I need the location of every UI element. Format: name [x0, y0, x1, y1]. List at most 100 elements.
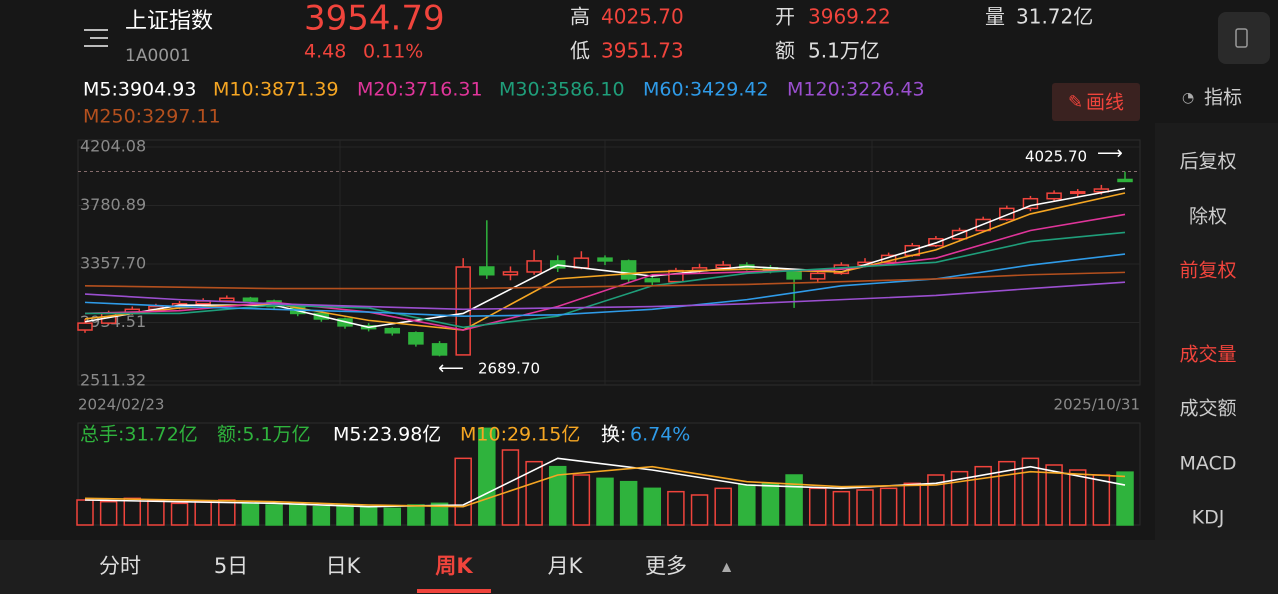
menu-icon[interactable]	[84, 29, 108, 47]
volume-bar	[643, 487, 662, 526]
volume-bar	[430, 502, 449, 526]
candle-body	[573, 257, 590, 269]
index-code: 1A0001	[125, 46, 191, 66]
tab[interactable]: 日K	[326, 554, 362, 578]
ma-legend: M250:3297.11	[83, 106, 221, 128]
volume-bar	[548, 465, 567, 526]
volume-bar	[454, 457, 472, 526]
candle-body	[384, 327, 401, 334]
candle-body	[502, 271, 519, 276]
candle-body	[620, 260, 637, 280]
candle-body	[668, 269, 684, 283]
volume-bar	[99, 500, 118, 526]
side-menu-item[interactable]: KDJ	[1192, 507, 1225, 529]
candle-body	[408, 332, 424, 345]
amount-label: 额	[775, 39, 795, 63]
volume-bar	[407, 504, 425, 526]
candle-body	[1069, 191, 1086, 195]
volume-bar	[501, 449, 520, 526]
draw-button[interactable]: ✎ 画线	[1052, 83, 1140, 121]
candle-body	[1117, 178, 1133, 183]
volume-bar	[856, 489, 874, 526]
indicator-title[interactable]: 指标	[1204, 87, 1242, 109]
price: 3954.79	[304, 0, 445, 39]
tab[interactable]: 周K	[435, 554, 473, 578]
volume-bar	[903, 482, 922, 526]
amount: 5.1万亿	[808, 39, 880, 63]
volume-bar	[312, 505, 331, 526]
volume-ma-legend: M10:29.15亿	[460, 424, 580, 446]
side-menu-item[interactable]: 成交量	[1179, 344, 1236, 366]
volume-bar	[879, 487, 898, 526]
candle-body	[1046, 192, 1062, 200]
volume-bar	[998, 460, 1016, 526]
side-menu-item[interactable]: 成交额	[1179, 398, 1236, 420]
volume-bar	[572, 474, 591, 526]
volume-bar	[383, 507, 402, 526]
side-menu-item[interactable]: 后复权	[1179, 151, 1236, 173]
volume-bar	[785, 474, 803, 526]
volume-legend: 总手:31.72亿	[80, 424, 198, 446]
volume-bar	[690, 494, 709, 526]
turnover-label: 换:	[601, 424, 626, 446]
volume-bar	[619, 480, 638, 526]
volume-bar	[1092, 474, 1111, 526]
volume-bar	[336, 504, 354, 526]
open: 3969.22	[808, 5, 891, 29]
volume: 31.72亿	[1016, 5, 1093, 29]
open-label: 开	[775, 5, 795, 29]
volume-bar	[288, 504, 307, 526]
volume-bar	[194, 500, 212, 526]
volume-legend: 额:5.1万亿	[217, 424, 311, 446]
volume-bar	[738, 484, 756, 526]
tab[interactable]: 5日	[214, 554, 248, 578]
volume-bar	[241, 502, 260, 526]
candle-body	[77, 322, 93, 331]
candle-body	[1093, 188, 1110, 193]
volume-bar	[1068, 469, 1087, 526]
low-label: 低	[570, 39, 590, 63]
volume-bar	[714, 487, 732, 526]
candle-body	[597, 257, 613, 262]
low-arrow: ⟵	[438, 358, 464, 379]
high: 4025.70	[601, 5, 684, 29]
ma-legend: M60:3429.42	[643, 79, 769, 101]
more-arrow: ▲	[722, 560, 732, 574]
y-tick-label: 3780.89	[80, 195, 146, 214]
y-tick-label: 3357.70	[80, 254, 146, 273]
side-menu-item[interactable]: MACD	[1180, 453, 1237, 475]
volume-bar	[218, 499, 236, 526]
volume-bar	[808, 487, 827, 526]
device-button[interactable]	[1218, 12, 1270, 64]
candle-body	[715, 264, 731, 269]
active-tab-underline	[417, 589, 491, 593]
side-panel	[1155, 123, 1278, 543]
tab-bar	[0, 540, 1278, 594]
volume-bar	[359, 505, 378, 526]
side-menu-item[interactable]: 除权	[1189, 206, 1227, 228]
turnover: 6.74%	[630, 424, 690, 446]
tab[interactable]: 更多	[645, 554, 687, 578]
candle-body	[219, 297, 235, 302]
y-tick-label: 4204.08	[80, 137, 146, 156]
volume-bar	[950, 470, 969, 526]
change: 4.48	[304, 41, 346, 63]
volume-bar	[927, 474, 945, 526]
volume-bar	[525, 460, 543, 526]
ma-legend: M10:3871.39	[213, 79, 339, 101]
candle-body	[644, 278, 661, 283]
candle-body	[431, 343, 448, 356]
side-menu-item[interactable]: 前复权	[1179, 260, 1236, 282]
tab[interactable]: 分时	[99, 554, 141, 578]
volume-bar	[596, 477, 614, 526]
tab[interactable]: 月K	[548, 554, 584, 578]
candle-body	[786, 269, 802, 280]
high-label: 高	[570, 5, 590, 29]
ma-line	[84, 271, 1126, 290]
volume-bar	[1045, 464, 1063, 526]
volume-bar	[974, 465, 992, 526]
candle-body	[951, 229, 968, 240]
draw-label: 画线	[1086, 92, 1124, 114]
candle-body	[242, 297, 259, 302]
